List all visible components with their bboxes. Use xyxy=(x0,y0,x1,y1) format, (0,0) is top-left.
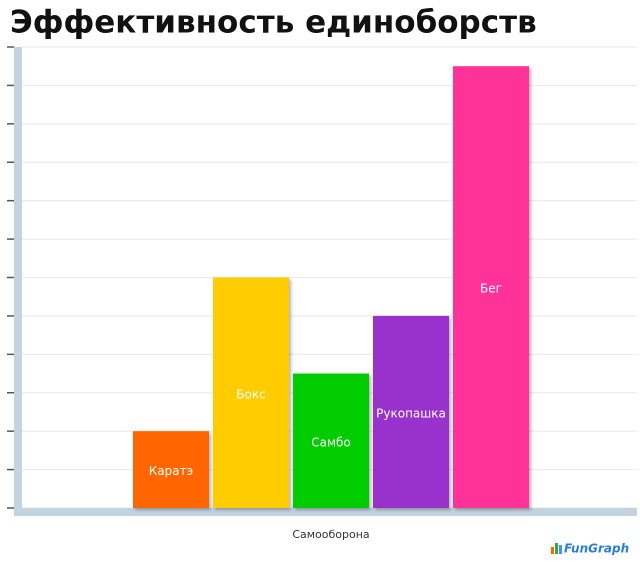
logo-bar xyxy=(559,545,562,554)
watermark: FunGraph xyxy=(564,542,629,556)
bar xyxy=(373,315,449,508)
logo-bar xyxy=(551,547,554,554)
bar-label: Самбо xyxy=(311,435,351,449)
logo-bar xyxy=(555,543,558,554)
watermark-logo: FunGraph xyxy=(551,542,629,556)
bar-label: Бокс xyxy=(236,387,265,401)
bar-label: Рукопашка xyxy=(376,406,446,420)
bar xyxy=(453,66,529,508)
bar-label: Каратэ xyxy=(149,464,193,478)
bar-label: Бег xyxy=(480,282,502,296)
plot-area: Каратэ Бокс Самбо Рукопашка Бег xyxy=(7,46,637,516)
bar xyxy=(293,373,369,508)
y-axis xyxy=(14,47,22,516)
x-axis xyxy=(14,508,637,516)
bar xyxy=(213,277,289,508)
bar xyxy=(133,431,209,508)
chart-title: Эффективность единоборств xyxy=(10,5,537,41)
x-axis-label: Самооборона xyxy=(292,528,369,541)
